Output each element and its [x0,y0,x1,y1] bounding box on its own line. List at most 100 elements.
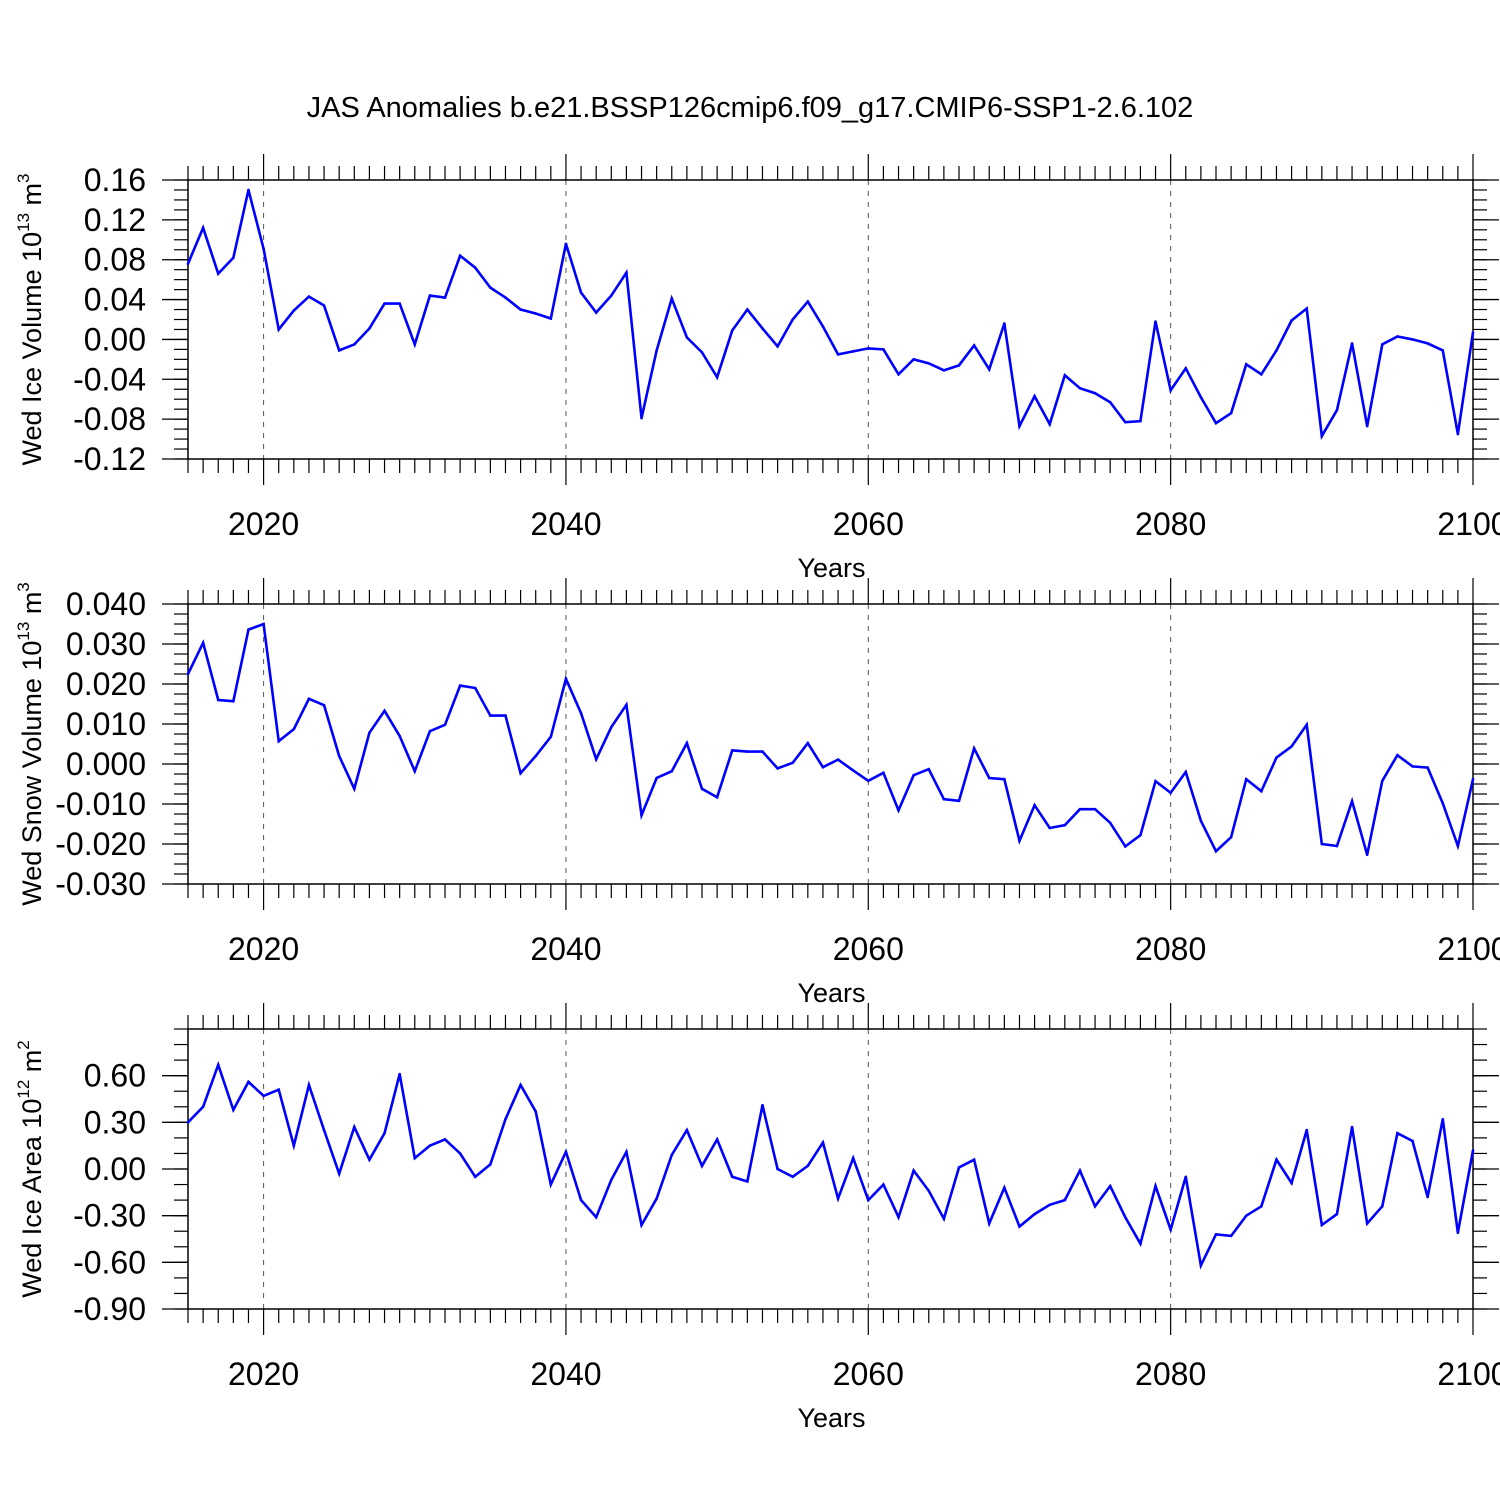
data-point [1380,779,1384,783]
data-point [1471,777,1475,781]
data-point [1139,1242,1142,1245]
data-point [1033,1212,1036,1216]
data-point [640,1223,643,1227]
y-tick-label: 0.030 [66,626,146,662]
data-point [942,369,946,372]
data-point [1093,807,1097,811]
x-tick-label: 2060 [833,506,904,542]
data-point [1229,1234,1233,1238]
data-point [897,809,900,812]
data-point [473,686,477,690]
y-axis-label-part: m [17,183,47,213]
data-point [640,416,643,420]
plot-frame [187,603,1474,885]
data-point [383,302,386,305]
data-point [1365,1222,1369,1225]
data-point [987,1222,991,1225]
data-point [1184,367,1188,370]
data-point [1229,411,1233,415]
data-point [685,741,689,745]
data-point [262,247,265,251]
data-point [730,1175,734,1179]
data-point [1335,1212,1339,1216]
data-point [1456,432,1460,436]
data-point [927,362,931,365]
data-point [1275,1158,1278,1161]
data-point [368,731,371,735]
data-point [579,1198,583,1202]
data-point [413,769,417,773]
data-point [791,1175,795,1179]
y-tick-label: 0.12 [84,202,146,238]
data-point [1426,342,1429,345]
y-axis-label-part: m [17,592,47,622]
data-point [851,350,855,353]
data-point [1214,421,1218,425]
y-tick-label: 0.00 [84,1151,146,1187]
data-point [1305,723,1309,727]
data-point [957,799,961,803]
data-point [307,697,311,701]
data-point [1139,419,1142,423]
data-point [1169,388,1172,392]
data-point [987,368,991,371]
data-point [670,297,674,300]
data-point [730,329,734,332]
data-point [1426,766,1429,769]
data-point [972,747,976,750]
y-axis-label: Wed Snow Volume 1013 m3 [14,582,47,906]
data-point [322,1128,326,1132]
data-point [882,1183,885,1186]
data-point [806,1164,810,1168]
data-point [1018,424,1021,428]
data-point [1275,756,1278,759]
y-axis-label: Wed Ice Area 1012 m2 [14,1040,47,1298]
data-point [1199,819,1203,823]
y-axis-label-part: 13 [14,213,33,232]
y-axis-label-part: m [17,1050,47,1080]
data-point [564,677,568,681]
data-point [216,698,220,702]
data-point [1290,745,1293,748]
data-point [534,1110,538,1113]
data-point [655,776,658,780]
data-point [776,767,779,770]
data-point [1048,1203,1052,1207]
data-point [1078,1169,1082,1172]
data-point [806,741,810,745]
data-point [821,765,825,769]
data-point [186,1121,190,1124]
data-point [232,699,235,703]
panel-3: 2020 2040 2060 2080 2100 -0.90 -0.60 -0.30 0.00 0… [14,1003,1500,1433]
data-point [1441,801,1445,805]
data-point [1184,770,1188,774]
data-point [655,1197,658,1200]
data-point [1396,1131,1399,1135]
data-point [504,1117,507,1121]
data-point [519,1083,522,1087]
y-tick-label: -0.08 [73,401,146,437]
y-tick-label: 0.08 [84,242,146,278]
y-tick-label: 0.010 [66,706,146,742]
data-point [1154,1184,1157,1188]
data-point [1471,1149,1475,1152]
y-tick-label: -0.30 [73,1198,146,1234]
data-point [594,1215,598,1219]
y-tick-label: -0.010 [55,786,146,822]
y-tick-label: -0.12 [73,441,146,477]
plot-frame [187,179,1474,460]
data-point [1365,853,1369,857]
y-tick-label: -0.90 [73,1291,146,1327]
y-tick-label: 0.60 [84,1058,146,1094]
data-point [1184,1175,1188,1179]
data-point [549,317,553,320]
data-point [1350,342,1354,345]
data-point [625,1150,628,1154]
data-point [625,703,628,707]
data-point [882,348,885,351]
data-point [322,304,326,307]
data-point [232,1108,235,1112]
data-point [458,254,462,258]
data-point [912,358,915,361]
